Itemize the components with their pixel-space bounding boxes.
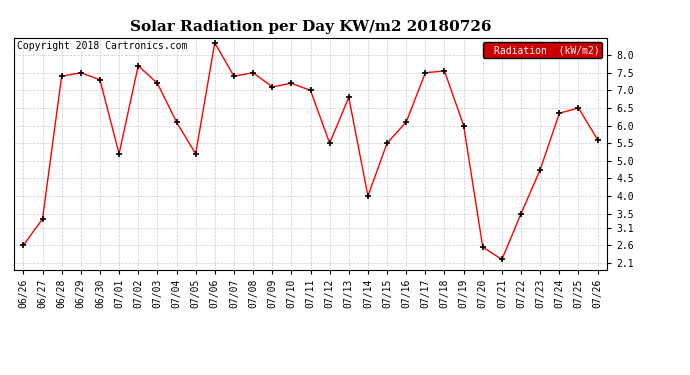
Title: Solar Radiation per Day KW/m2 20180726: Solar Radiation per Day KW/m2 20180726 (130, 20, 491, 33)
Legend: Radiation  (kW/m2): Radiation (kW/m2) (483, 42, 602, 58)
Text: Copyright 2018 Cartronics.com: Copyright 2018 Cartronics.com (17, 41, 187, 51)
